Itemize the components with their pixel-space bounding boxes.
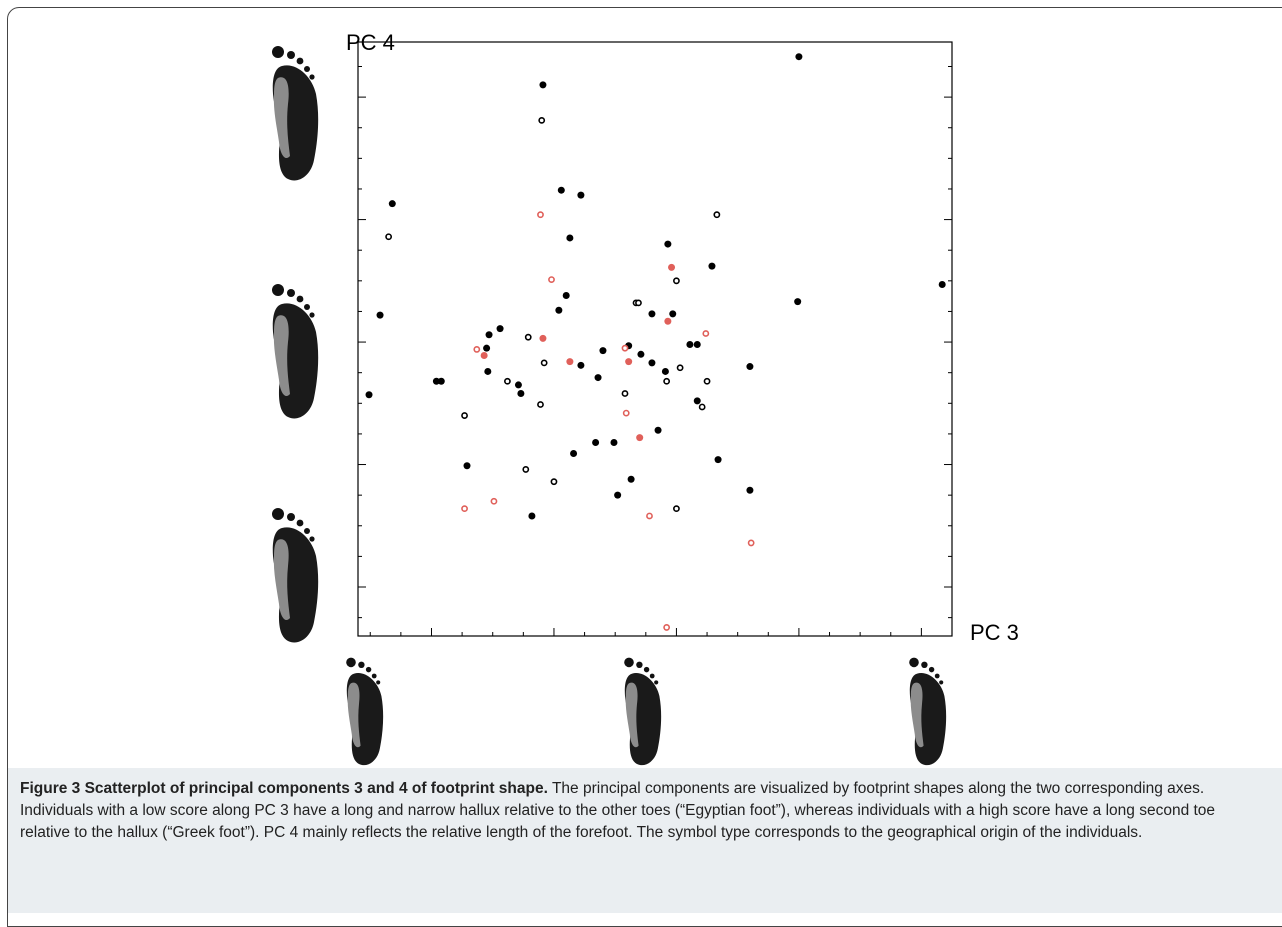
point (480, 352, 488, 360)
footprint-icon (909, 657, 947, 766)
point (528, 512, 536, 520)
point (537, 401, 544, 408)
point (539, 334, 547, 342)
point (636, 434, 644, 442)
point (517, 390, 525, 398)
point (703, 377, 711, 385)
chart: PC 4 PC 3 (272, 30, 1019, 766)
point (365, 391, 373, 399)
point (483, 344, 491, 352)
point (566, 358, 574, 366)
point (625, 358, 633, 366)
point (708, 262, 716, 270)
point (637, 350, 645, 358)
point (663, 377, 671, 385)
point (610, 438, 618, 446)
point (746, 363, 754, 371)
point (664, 317, 672, 325)
footprint-icon (346, 657, 384, 766)
point (594, 374, 602, 382)
point (713, 211, 721, 219)
point (661, 367, 669, 375)
point (693, 397, 701, 405)
point (599, 347, 607, 355)
point (524, 333, 532, 341)
point (673, 505, 680, 513)
point (461, 505, 468, 513)
caption-text: The principal components are visualized … (20, 780, 1216, 841)
point (635, 299, 642, 307)
point (522, 466, 530, 473)
point (461, 412, 468, 419)
point (540, 359, 548, 367)
point (577, 191, 585, 199)
point (669, 310, 677, 318)
footprint-icon (272, 508, 319, 643)
point (504, 377, 511, 385)
point (539, 81, 547, 89)
point (698, 403, 706, 411)
point (537, 211, 544, 219)
point (664, 240, 672, 248)
point (676, 364, 684, 372)
point (627, 475, 635, 483)
point (621, 344, 629, 352)
point (646, 512, 653, 520)
point (622, 409, 630, 417)
point (795, 53, 803, 61)
point (654, 426, 662, 434)
point (388, 200, 396, 208)
point (592, 438, 600, 446)
point (938, 280, 946, 288)
caption: Figure 3 Scatterplot of principal compon… (8, 768, 1282, 913)
point (663, 624, 671, 631)
point (668, 263, 676, 271)
point (570, 450, 578, 458)
point (463, 462, 471, 470)
footprint-icon (624, 657, 662, 766)
point (385, 233, 393, 241)
point (484, 367, 492, 375)
point (686, 341, 694, 349)
point (548, 276, 555, 283)
footprint-icon (272, 284, 319, 419)
point (485, 331, 493, 339)
point (648, 359, 656, 367)
point (437, 377, 445, 385)
point (747, 539, 755, 547)
point (673, 277, 680, 285)
x-axis-label: PC 3 (970, 620, 1019, 645)
footprint-icon (272, 46, 319, 181)
point (702, 330, 710, 337)
point (496, 325, 504, 333)
point (550, 478, 558, 486)
point (490, 497, 498, 505)
point (557, 186, 565, 194)
point (577, 361, 585, 369)
point (693, 341, 701, 349)
point (432, 377, 440, 385)
point (473, 346, 481, 353)
plot-frame (357, 41, 953, 637)
point (614, 491, 622, 499)
point (376, 311, 384, 319)
point (555, 306, 563, 314)
point (566, 234, 574, 242)
point (621, 390, 629, 397)
point (794, 298, 802, 306)
point (514, 381, 522, 389)
point (538, 116, 546, 124)
point (562, 292, 570, 300)
point (714, 456, 722, 464)
point (746, 486, 754, 494)
caption-title: Figure 3 Scatterplot of principal compon… (20, 780, 548, 797)
point (648, 310, 656, 318)
y-axis-label: PC 4 (346, 30, 395, 55)
